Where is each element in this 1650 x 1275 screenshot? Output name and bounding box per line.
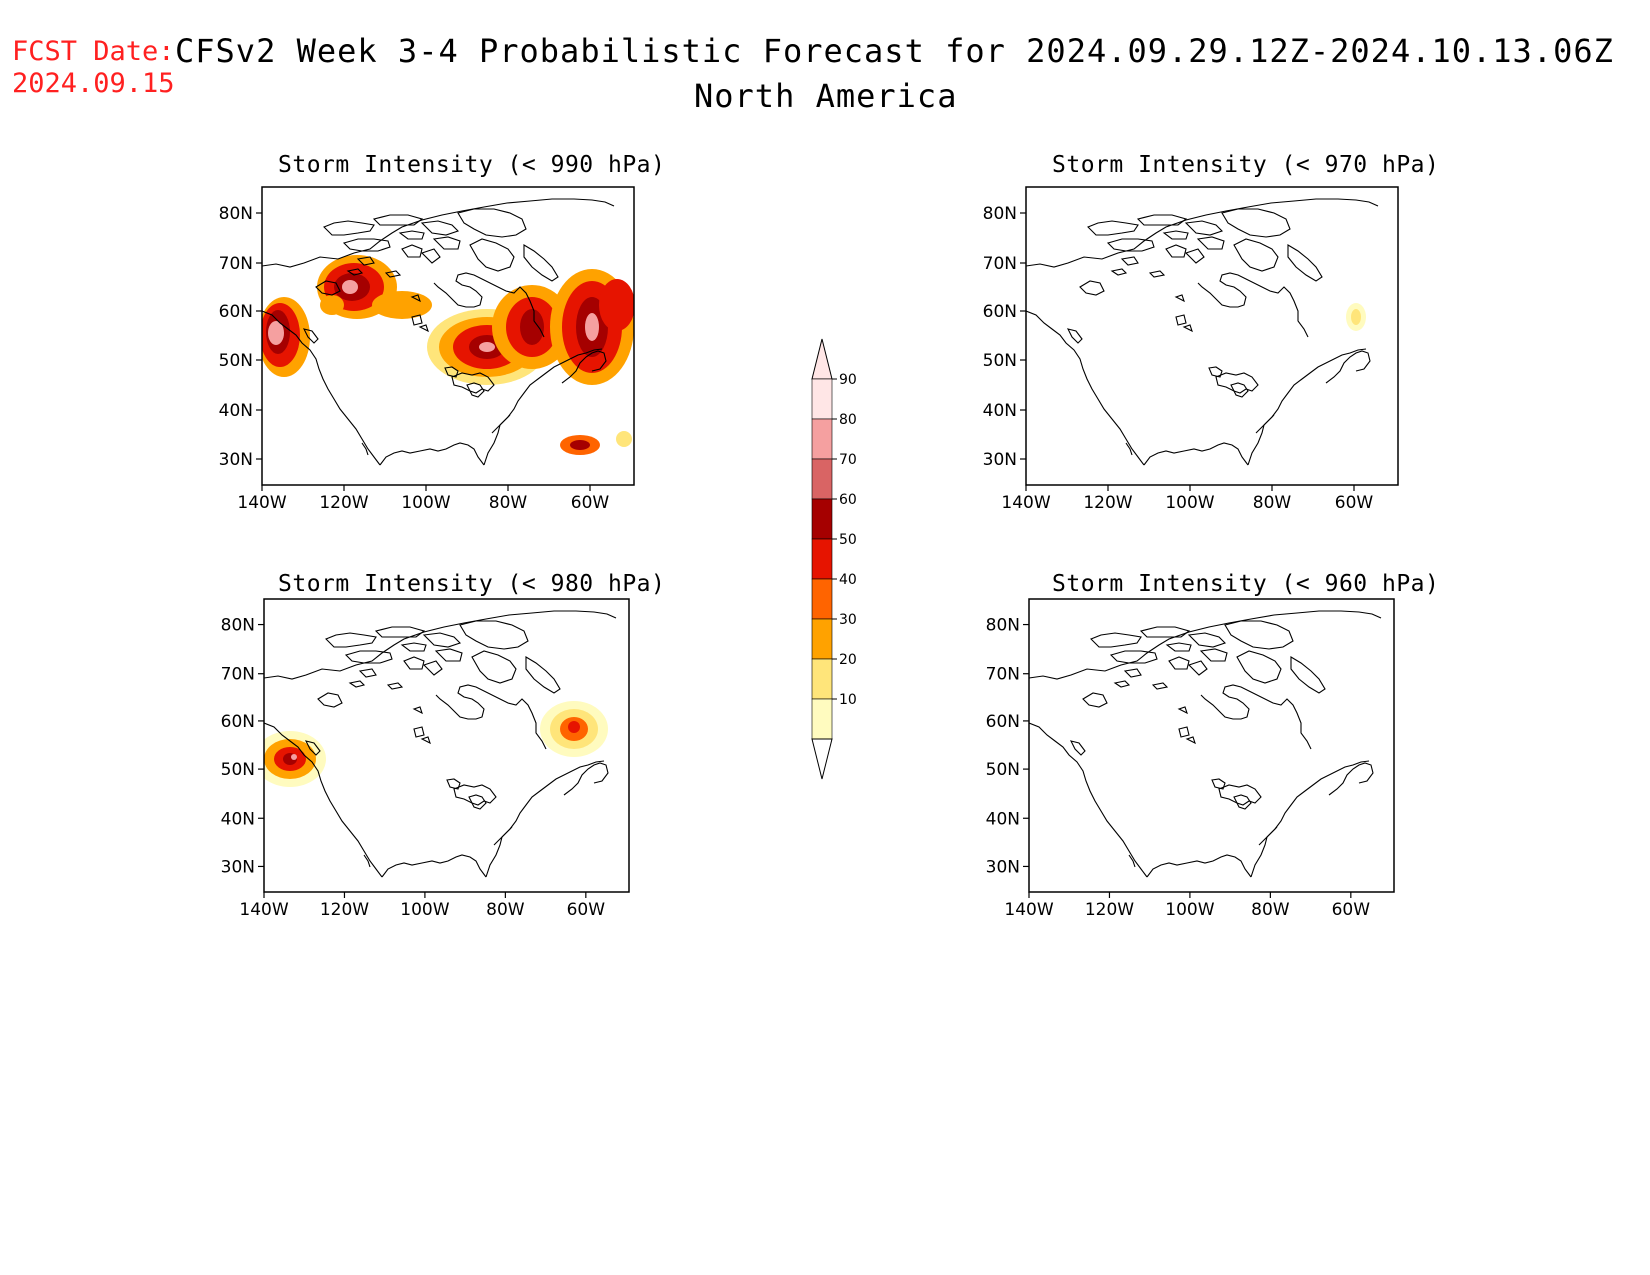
colorbar-label: 90 xyxy=(839,372,857,388)
map-frame xyxy=(1028,598,1395,893)
colorbar-bin xyxy=(811,618,833,660)
lon-label: 60W xyxy=(1332,900,1371,920)
fcst-date-label: FCST Date: xyxy=(12,36,175,67)
lat-label: 40N xyxy=(983,401,1017,421)
lon-label: 100W xyxy=(1165,493,1214,513)
lat-label: 50N xyxy=(986,760,1020,780)
lat-label: 80N xyxy=(983,204,1017,224)
lon-label: 100W xyxy=(401,493,450,513)
lat-label: 30N xyxy=(983,450,1017,470)
probability-area xyxy=(570,440,590,450)
lat-label: 50N xyxy=(221,760,255,780)
probability-area xyxy=(291,754,297,760)
coastline xyxy=(1026,198,1379,466)
page-title: CFSv2 Week 3-4 Probabilistic Forecast fo… xyxy=(175,32,1614,70)
lat-label: 80N xyxy=(219,204,253,224)
colorbar-label: 70 xyxy=(839,452,857,468)
probability-area xyxy=(585,313,599,341)
map-panel-980: 80N 70N 60N 50N 40N 30N 140W 120W 100W 80W 60W xyxy=(221,598,630,920)
probability-area xyxy=(372,291,432,319)
lon-label: 140W xyxy=(237,493,286,513)
map-panel-970: 80N 70N 60N 50N 40N 30N 140W 120W 100W 80W 60W xyxy=(983,186,1399,513)
colorbar-label: 60 xyxy=(839,492,857,508)
panel-title-960: Storm Intensity (< 960 hPa) xyxy=(1052,571,1440,597)
map-frame xyxy=(261,186,635,486)
colorbar-bin xyxy=(811,698,833,740)
colorbar-label: 30 xyxy=(839,612,857,628)
lon-label: 60W xyxy=(567,900,606,920)
page-subtitle: North America xyxy=(694,77,958,115)
probability-area xyxy=(520,309,544,345)
lat-label: 70N xyxy=(986,665,1020,685)
lon-label: 80W xyxy=(1251,900,1290,920)
lon-label: 60W xyxy=(1335,493,1374,513)
lat-label: 60N xyxy=(986,712,1020,732)
probability-area xyxy=(479,342,495,352)
probability-area xyxy=(599,279,634,331)
probability-area xyxy=(616,431,632,447)
lat-label: 60N xyxy=(983,302,1017,322)
panel-title-990: Storm Intensity (< 990 hPa) xyxy=(278,152,666,178)
lat-label: 50N xyxy=(983,351,1017,371)
colorbar-label: 50 xyxy=(839,532,857,548)
lon-label: 140W xyxy=(1001,493,1050,513)
map-frame xyxy=(1025,186,1399,486)
lat-label: 30N xyxy=(219,450,253,470)
lat-label: 30N xyxy=(221,857,255,877)
lon-label: 120W xyxy=(1085,900,1134,920)
lat-label: 80N xyxy=(221,616,255,636)
lat-label: 70N xyxy=(219,254,253,274)
map-panel-960: 80N 70N 60N 50N 40N 30N 140W 120W 100W 80W 60W xyxy=(986,598,1395,920)
panel-title-980: Storm Intensity (< 980 hPa) xyxy=(278,571,666,597)
lat-label: 40N xyxy=(221,809,255,829)
lon-label: 100W xyxy=(400,900,449,920)
lat-label: 70N xyxy=(221,665,255,685)
panel-title-970: Storm Intensity (< 970 hPa) xyxy=(1052,152,1440,178)
colorbar: 10 20 30 40 50 60 70 80 90 xyxy=(811,338,857,780)
probability-area xyxy=(1351,309,1361,325)
probability-area xyxy=(268,321,284,345)
colorbar-top-arrow xyxy=(811,338,833,380)
lon-label: 140W xyxy=(1004,900,1053,920)
colorbar-bin xyxy=(811,418,833,460)
lon-label: 80W xyxy=(486,900,525,920)
probability-area xyxy=(320,295,344,315)
lat-label: 60N xyxy=(219,302,253,322)
lon-label: 80W xyxy=(489,493,528,513)
colorbar-label: 40 xyxy=(839,572,857,588)
lon-label: 120W xyxy=(1083,493,1132,513)
probability-area xyxy=(568,721,580,733)
colorbar-bin xyxy=(811,498,833,540)
lat-label: 60N xyxy=(221,712,255,732)
colorbar-label: 80 xyxy=(839,412,857,428)
colorbar-bin xyxy=(811,378,833,420)
map-frame xyxy=(263,598,630,893)
map-panel-990: 80N 70N 60N 50N 40N 30N 140W 120W 100W 80W 60W xyxy=(219,186,635,513)
probability-area xyxy=(342,280,358,294)
lon-label: 80W xyxy=(1253,493,1292,513)
fcst-date-value: 2024.09.15 xyxy=(12,68,175,99)
colorbar-bin xyxy=(811,658,833,700)
colorbar-bin xyxy=(811,538,833,580)
lat-label: 50N xyxy=(219,351,253,371)
lon-label: 120W xyxy=(320,900,369,920)
lat-label: 80N xyxy=(986,616,1020,636)
colorbar-label: 10 xyxy=(839,692,857,708)
colorbar-bin xyxy=(811,578,833,620)
lon-label: 120W xyxy=(319,493,368,513)
lat-label: 70N xyxy=(983,254,1017,274)
colorbar-bin xyxy=(811,458,833,500)
lat-label: 30N xyxy=(986,857,1020,877)
lat-label: 40N xyxy=(986,809,1020,829)
lon-label: 140W xyxy=(239,900,288,920)
colorbar-bottom-arrow xyxy=(811,738,833,780)
coastline xyxy=(1029,610,1382,878)
lon-label: 60W xyxy=(571,493,610,513)
lon-label: 100W xyxy=(1165,900,1214,920)
lat-label: 40N xyxy=(219,401,253,421)
colorbar-label: 20 xyxy=(839,652,857,668)
